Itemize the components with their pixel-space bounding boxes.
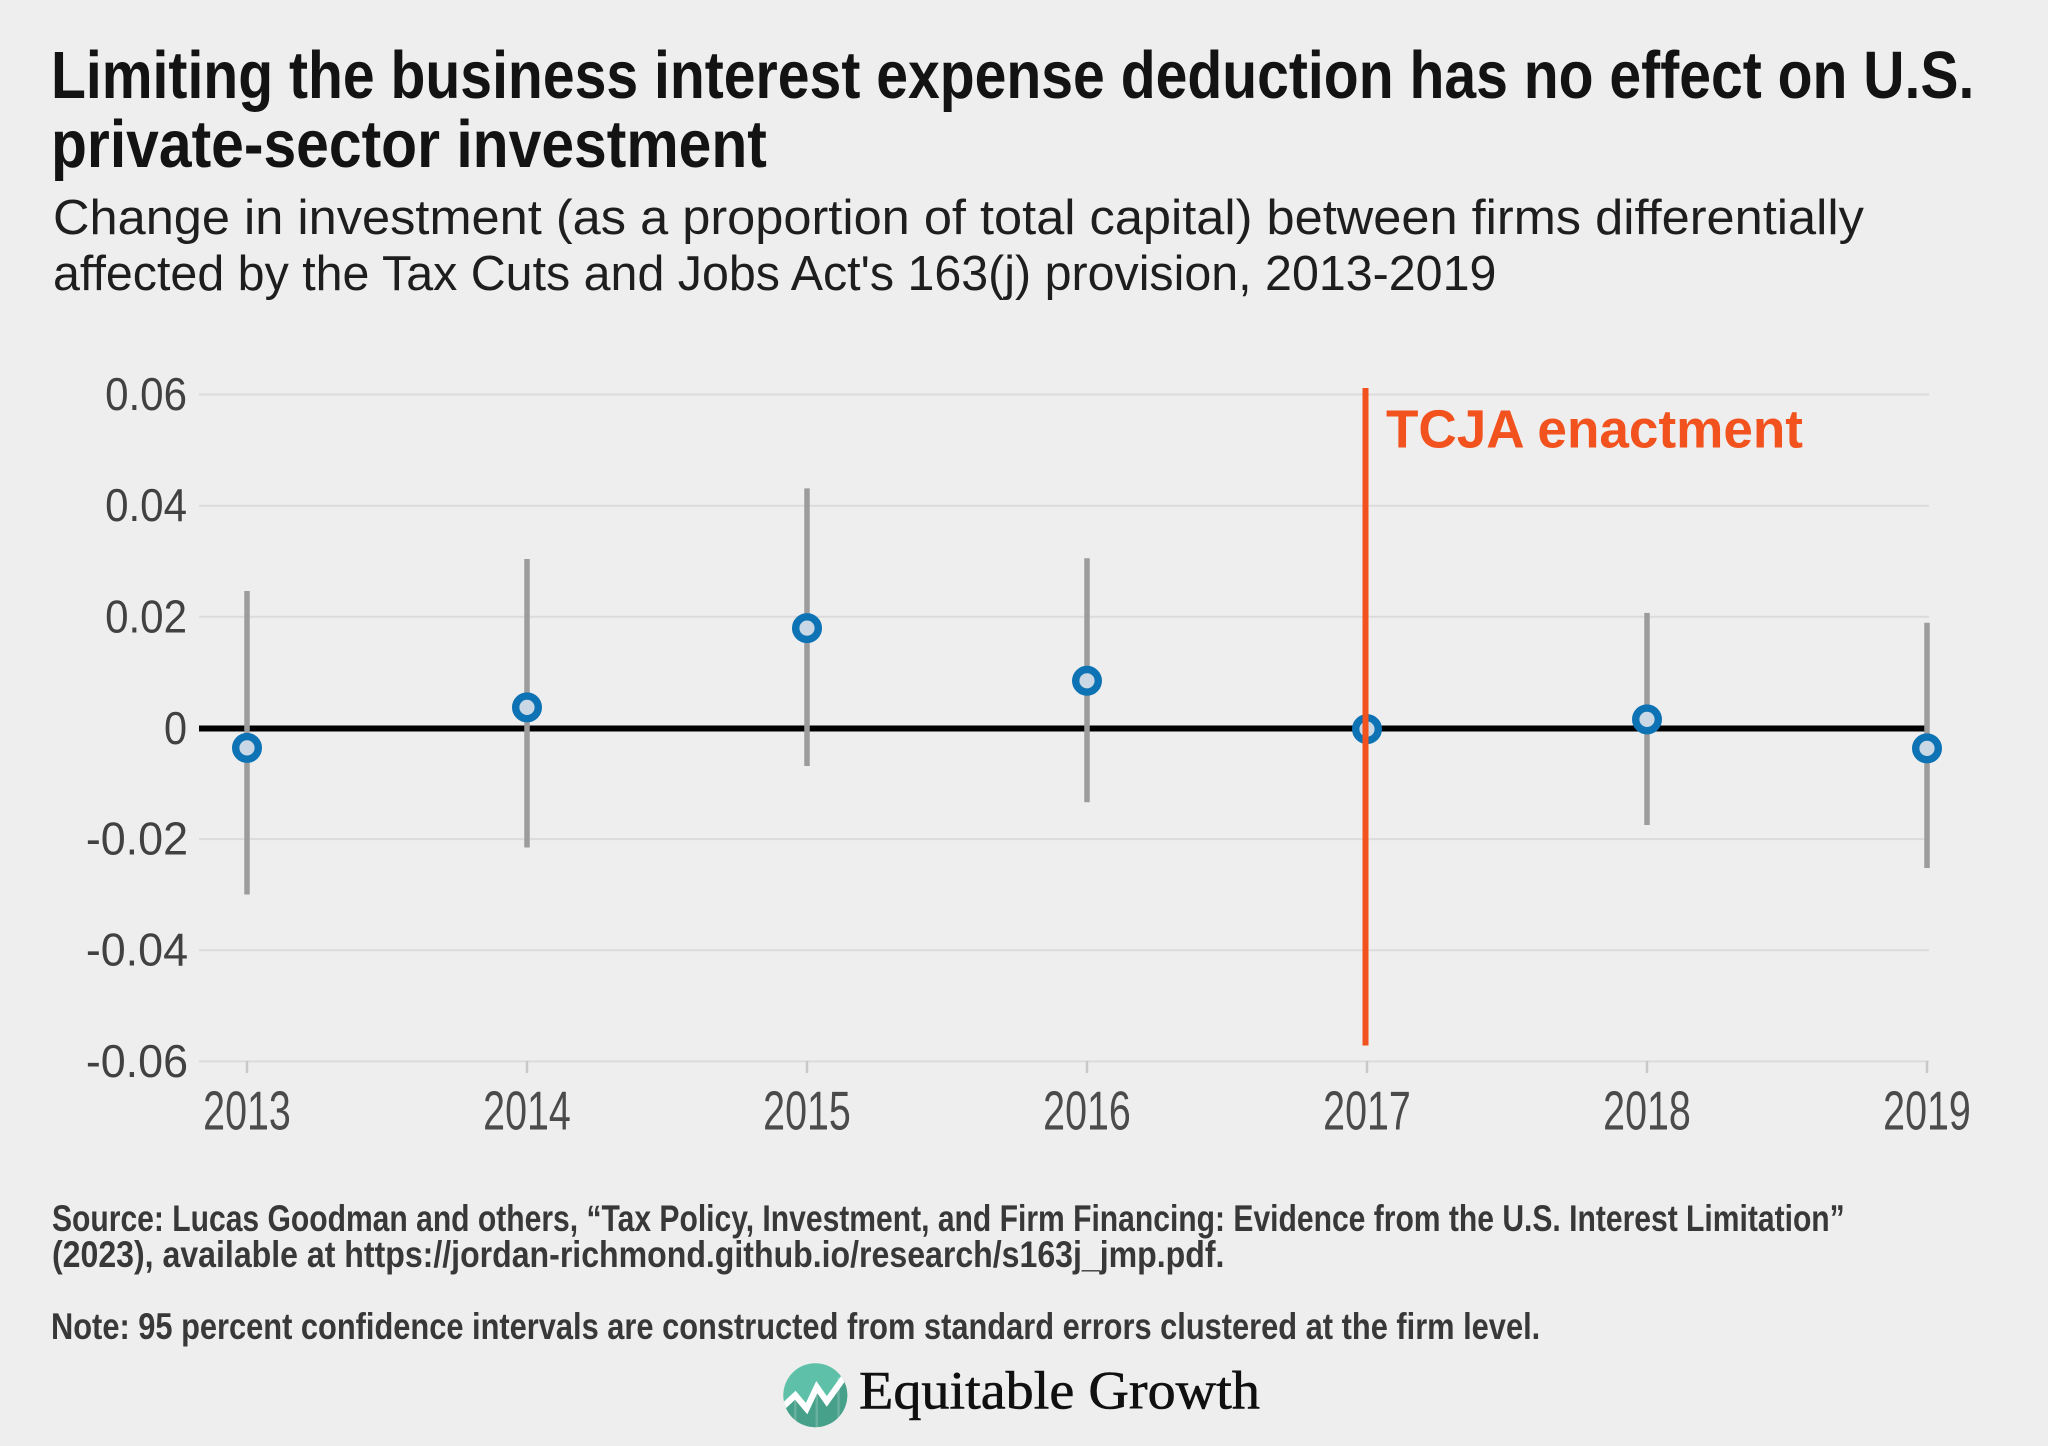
svg-text:2018: 2018 — [1603, 1081, 1691, 1142]
svg-text:Equitable Growth: Equitable Growth — [859, 1360, 1260, 1420]
svg-text:-0.06: -0.06 — [86, 1035, 188, 1087]
svg-text:TCJA enactment: TCJA enactment — [1386, 400, 1803, 459]
svg-text:Note: 95 percent confidence in: Note: 95 percent confidence intervals ar… — [51, 1306, 1540, 1347]
svg-text:2013: 2013 — [203, 1081, 291, 1142]
svg-text:0.06: 0.06 — [105, 369, 187, 420]
svg-text:-0.02: -0.02 — [86, 813, 188, 865]
svg-text:2019: 2019 — [1883, 1081, 1971, 1142]
svg-text:Source: Lucas Goodman and othe: Source: Lucas Goodman and others, “Tax P… — [52, 1198, 1845, 1240]
svg-text:2017: 2017 — [1323, 1081, 1411, 1142]
svg-text:0.02: 0.02 — [105, 592, 187, 643]
svg-text:Limiting the business interest: Limiting the business interest expense d… — [51, 39, 1974, 113]
svg-text:2014: 2014 — [483, 1081, 571, 1142]
svg-text:private-sector investment: private-sector investment — [51, 107, 767, 181]
svg-text:0.04: 0.04 — [105, 481, 187, 532]
svg-text:0: 0 — [164, 703, 187, 754]
svg-text:affected by the Tax Cuts and J: affected by the Tax Cuts and Jobs Act's … — [53, 247, 1496, 302]
svg-text:2016: 2016 — [1043, 1081, 1131, 1142]
svg-text:-0.04: -0.04 — [86, 924, 188, 976]
svg-text:Change in investment (as a pro: Change in investment (as a proportion of… — [53, 189, 1864, 244]
svg-text:2015: 2015 — [763, 1081, 851, 1142]
svg-text:(2023), available at https://j: (2023), available at https://jordan-rich… — [52, 1235, 1224, 1276]
